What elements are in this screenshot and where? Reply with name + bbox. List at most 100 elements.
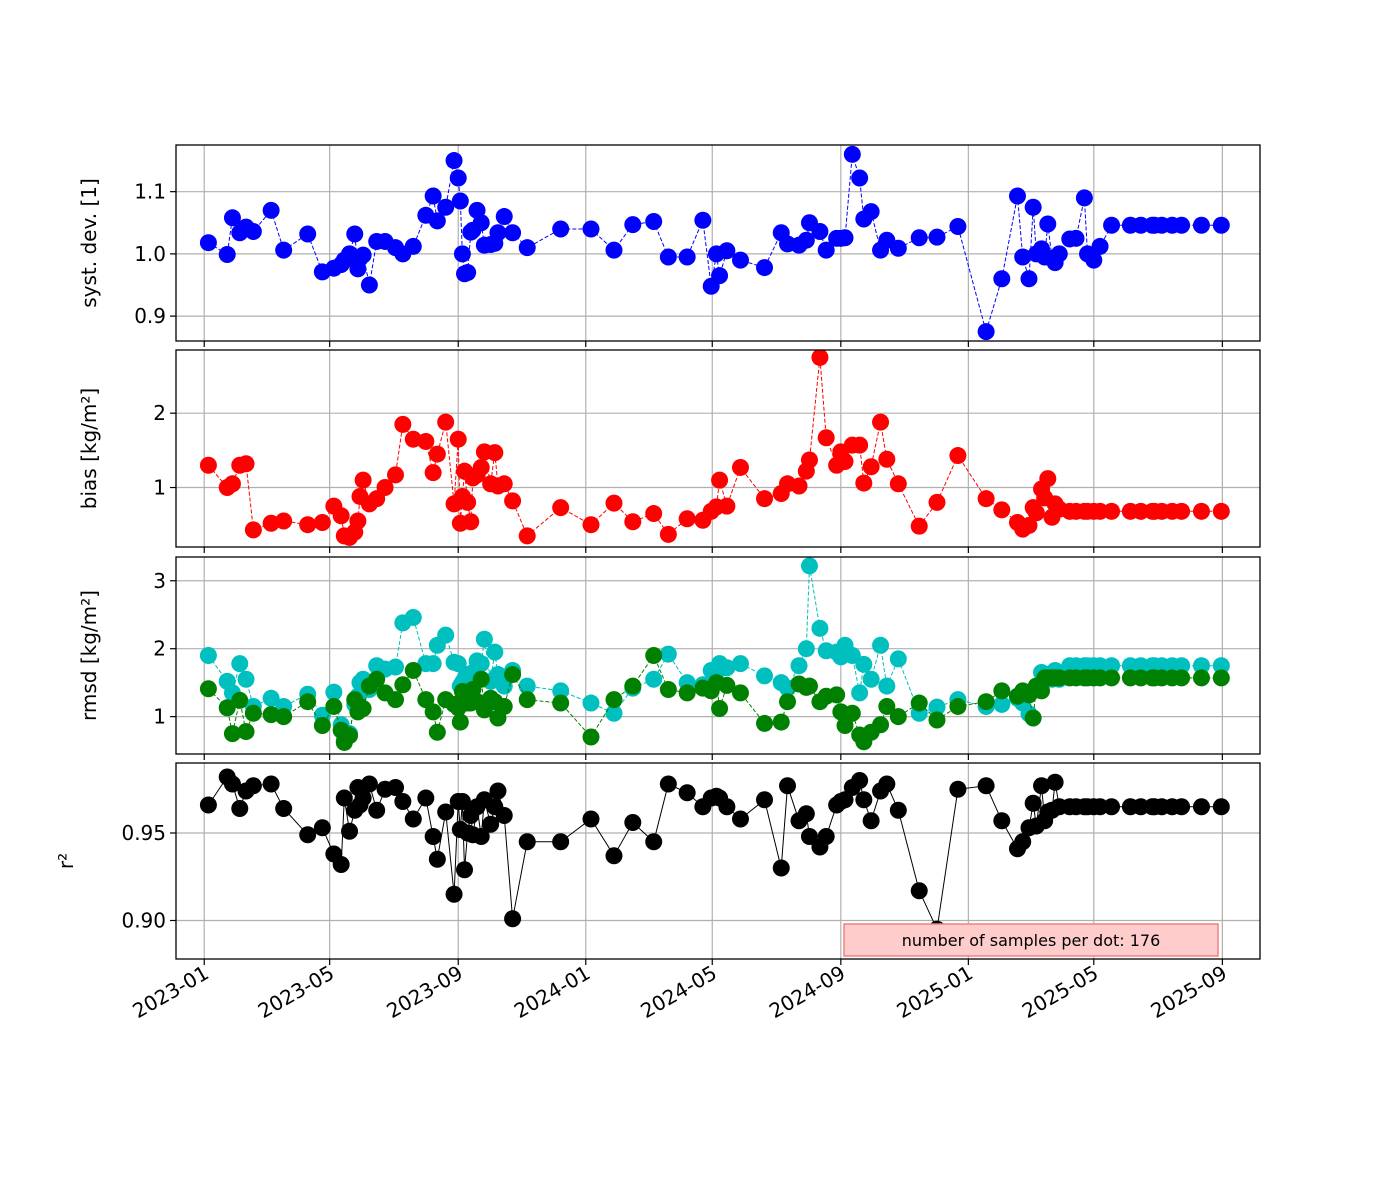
- data-point: [872, 636, 890, 654]
- data-point: [582, 728, 600, 746]
- data-point: [428, 445, 446, 463]
- y-tick-label: 2: [153, 401, 166, 425]
- data-point: [449, 169, 467, 187]
- panel-1: 0.9 1.0 1.1 syst. dev. [1]: [77, 144, 1261, 347]
- data-point: [889, 708, 907, 726]
- y-axis-label: r²: [54, 853, 78, 869]
- data-point: [231, 655, 249, 673]
- y-tick-label: 1.0: [134, 242, 166, 266]
- data-point: [811, 619, 829, 637]
- data-point: [817, 828, 835, 845]
- y-tick-label: 1.1: [134, 180, 166, 204]
- data-point: [756, 791, 774, 809]
- data-point: [1067, 229, 1085, 247]
- data-point: [332, 856, 350, 873]
- y-tick-label: 0.9: [134, 304, 166, 328]
- data-point: [862, 812, 880, 830]
- y-axis-label: bias [kg/m²]: [77, 388, 101, 509]
- data-point: [855, 791, 873, 809]
- data-point: [275, 512, 293, 530]
- data-point: [199, 456, 217, 474]
- data-point: [387, 691, 405, 709]
- data-point: [404, 661, 422, 679]
- data-point: [1014, 833, 1032, 851]
- data-point: [817, 429, 835, 447]
- data-point: [977, 490, 995, 508]
- data-point: [1103, 216, 1121, 234]
- data-point: [851, 169, 869, 187]
- data-point: [582, 810, 600, 828]
- data-point: [237, 723, 255, 741]
- data-point: [341, 822, 359, 840]
- data-point: [552, 682, 570, 700]
- data-point: [1033, 777, 1051, 795]
- data-point: [417, 691, 435, 709]
- data-point: [313, 819, 331, 837]
- y-tick-label: 1: [153, 705, 166, 729]
- data-point: [223, 725, 241, 743]
- data-point: [489, 224, 507, 242]
- panel-frame: [175, 556, 1261, 755]
- data-point: [223, 475, 241, 493]
- data-point: [889, 801, 907, 819]
- data-point: [605, 241, 623, 259]
- data-point: [1192, 502, 1210, 520]
- data-point: [354, 699, 372, 717]
- panel-3: 1 2 3 rmsd [kg/m²]: [77, 556, 1261, 760]
- data-point: [376, 479, 394, 497]
- data-point: [855, 474, 873, 492]
- data-point: [354, 246, 372, 264]
- data-point: [428, 212, 446, 230]
- data-point: [346, 225, 364, 243]
- data-point: [797, 231, 815, 249]
- data-point: [218, 246, 236, 264]
- x-tick-label: 2023-05: [254, 961, 338, 1024]
- data-point: [428, 723, 446, 741]
- data-point: [218, 699, 236, 717]
- data-point: [843, 145, 861, 163]
- data-point: [582, 694, 600, 712]
- data-point: [313, 513, 331, 531]
- data-point: [843, 647, 861, 664]
- data-point: [424, 655, 442, 673]
- data-point: [605, 847, 623, 865]
- data-point: [459, 493, 477, 511]
- data-point: [404, 237, 422, 255]
- data-point: [1075, 189, 1093, 207]
- data-point: [1212, 669, 1230, 687]
- data-point: [772, 859, 790, 877]
- data-point: [472, 214, 490, 232]
- plot-area: [199, 350, 1230, 546]
- data-point: [332, 507, 350, 525]
- data-point: [582, 516, 600, 534]
- data-point: [889, 650, 907, 668]
- data-point: [1050, 245, 1068, 263]
- data-point: [659, 680, 677, 698]
- data-point: [836, 453, 854, 471]
- data-point: [472, 828, 490, 845]
- data-point: [428, 850, 446, 868]
- data-point: [797, 640, 815, 658]
- data-point: [862, 670, 880, 688]
- data-point: [678, 784, 696, 802]
- data-point: [910, 882, 928, 900]
- data-point: [262, 689, 280, 707]
- data-point: [949, 780, 967, 798]
- data-point: [756, 714, 774, 732]
- data-point: [486, 643, 504, 661]
- y-tick-label: 0.95: [121, 821, 166, 845]
- data-point: [790, 657, 808, 675]
- data-point: [1020, 270, 1038, 288]
- data-point: [262, 775, 280, 793]
- data-point: [605, 691, 623, 709]
- data-point: [993, 501, 1011, 519]
- data-point: [424, 828, 442, 845]
- data-point: [582, 220, 600, 238]
- data-point: [325, 683, 343, 701]
- data-point: [368, 670, 386, 688]
- data-point: [977, 777, 995, 795]
- data-point: [199, 680, 217, 698]
- data-point: [275, 241, 293, 259]
- data-point: [843, 704, 861, 722]
